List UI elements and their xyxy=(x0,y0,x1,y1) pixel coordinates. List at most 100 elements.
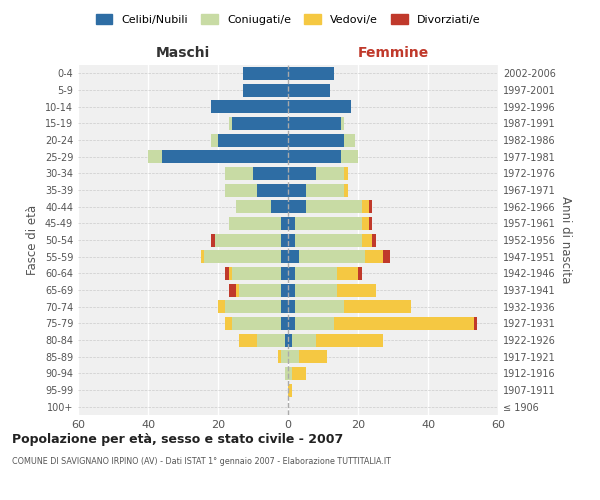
Bar xyxy=(162,150,288,163)
Text: Maschi: Maschi xyxy=(156,46,210,60)
Bar xyxy=(292,334,316,346)
Bar xyxy=(305,184,344,196)
Bar xyxy=(334,317,473,330)
Bar xyxy=(295,317,334,330)
Bar xyxy=(288,184,305,196)
Legend: Celibi/Nubili, Coniugati/e, Vedovi/e, Divorziati/e: Celibi/Nubili, Coniugati/e, Vedovi/e, Di… xyxy=(92,10,484,28)
Bar xyxy=(253,167,288,180)
Bar xyxy=(232,117,288,130)
Bar xyxy=(344,167,347,180)
Bar xyxy=(218,300,225,313)
Text: Femmine: Femmine xyxy=(358,46,428,60)
Bar xyxy=(235,200,271,213)
Bar xyxy=(257,184,288,196)
Bar xyxy=(372,234,376,246)
Bar xyxy=(277,350,281,363)
Bar xyxy=(215,234,281,246)
Bar xyxy=(288,384,292,396)
Bar xyxy=(316,334,383,346)
Bar xyxy=(257,334,284,346)
Bar xyxy=(344,184,347,196)
Bar xyxy=(292,367,305,380)
Bar xyxy=(239,284,281,296)
Bar xyxy=(281,234,288,246)
Bar xyxy=(295,300,344,313)
Bar xyxy=(281,317,288,330)
Bar xyxy=(235,284,239,296)
Bar xyxy=(288,217,295,230)
Bar xyxy=(305,200,361,213)
Bar xyxy=(288,267,295,280)
Bar xyxy=(361,217,368,230)
Bar xyxy=(200,250,204,263)
Bar xyxy=(229,217,281,230)
Bar xyxy=(299,350,326,363)
Bar xyxy=(281,250,288,263)
Bar xyxy=(225,167,253,180)
Bar xyxy=(288,250,299,263)
Bar xyxy=(473,317,477,330)
Bar xyxy=(229,267,232,280)
Bar xyxy=(365,250,383,263)
Bar xyxy=(211,134,218,146)
Bar xyxy=(316,167,344,180)
Bar xyxy=(288,84,330,96)
Bar xyxy=(211,234,215,246)
Bar xyxy=(225,300,281,313)
Bar xyxy=(225,267,229,280)
Bar xyxy=(148,150,162,163)
Bar xyxy=(288,284,295,296)
Bar xyxy=(288,350,299,363)
Bar xyxy=(341,150,358,163)
Bar xyxy=(368,200,372,213)
Bar xyxy=(281,217,288,230)
Bar xyxy=(344,300,410,313)
Text: COMUNE DI SAVIGNANO IRPINO (AV) - Dati ISTAT 1° gennaio 2007 - Elaborazione TUTT: COMUNE DI SAVIGNANO IRPINO (AV) - Dati I… xyxy=(12,458,391,466)
Bar xyxy=(284,334,288,346)
Bar xyxy=(229,117,232,130)
Bar xyxy=(341,117,344,130)
Bar xyxy=(211,100,288,113)
Bar xyxy=(299,250,365,263)
Bar xyxy=(242,67,288,80)
Bar xyxy=(232,317,281,330)
Y-axis label: Anni di nascita: Anni di nascita xyxy=(559,196,572,284)
Text: Popolazione per età, sesso e stato civile - 2007: Popolazione per età, sesso e stato civil… xyxy=(12,432,343,446)
Bar xyxy=(368,217,372,230)
Bar xyxy=(271,200,288,213)
Bar xyxy=(288,334,292,346)
Bar xyxy=(361,234,372,246)
Bar xyxy=(218,134,288,146)
Bar xyxy=(242,84,288,96)
Bar xyxy=(288,317,295,330)
Bar xyxy=(281,300,288,313)
Bar xyxy=(295,234,361,246)
Bar xyxy=(281,267,288,280)
Bar xyxy=(344,134,355,146)
Bar xyxy=(288,150,341,163)
Bar xyxy=(383,250,389,263)
Bar xyxy=(288,67,334,80)
Bar xyxy=(232,267,281,280)
Bar xyxy=(229,284,235,296)
Bar xyxy=(295,284,337,296)
Bar xyxy=(288,117,341,130)
Bar xyxy=(288,134,344,146)
Bar xyxy=(281,350,288,363)
Bar xyxy=(361,200,368,213)
Bar xyxy=(358,267,361,280)
Bar xyxy=(204,250,281,263)
Bar xyxy=(337,267,358,280)
Bar xyxy=(295,217,361,230)
Bar xyxy=(284,367,288,380)
Bar xyxy=(225,184,257,196)
Bar xyxy=(337,284,376,296)
Bar xyxy=(288,167,316,180)
Bar xyxy=(288,234,295,246)
Bar xyxy=(281,284,288,296)
Y-axis label: Fasce di età: Fasce di età xyxy=(26,205,39,275)
Bar xyxy=(288,100,351,113)
Bar xyxy=(225,317,232,330)
Bar xyxy=(288,200,305,213)
Bar xyxy=(295,267,337,280)
